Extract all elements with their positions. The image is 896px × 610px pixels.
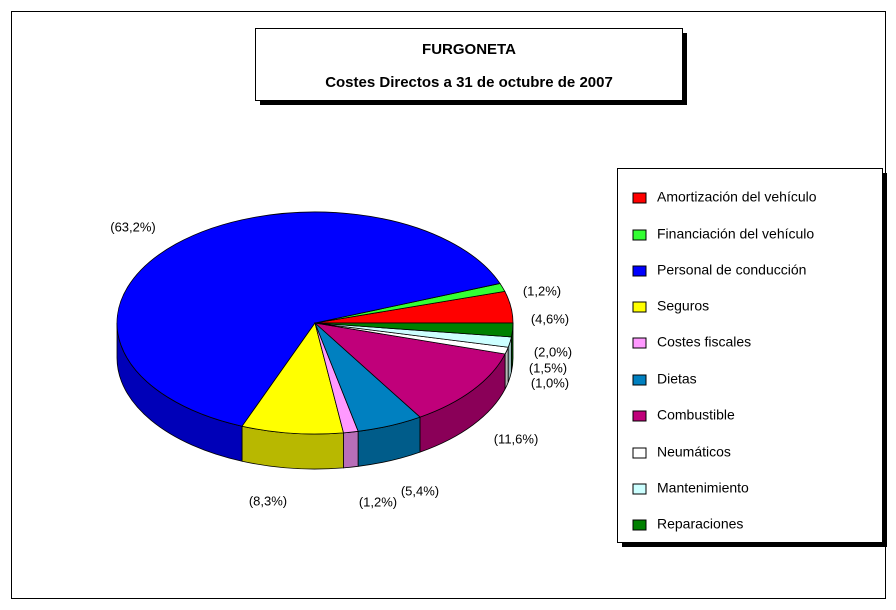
legend-swatch bbox=[632, 410, 647, 422]
data-label: (2,0%) bbox=[534, 344, 572, 359]
legend-label: Amortización del vehículo bbox=[657, 189, 817, 205]
legend-swatch bbox=[632, 192, 647, 204]
legend-label: Costes fiscales bbox=[657, 334, 751, 350]
slice-side bbox=[343, 430, 359, 469]
slice bbox=[241, 322, 345, 435]
slice bbox=[116, 211, 501, 427]
legend-label: Mantenimiento bbox=[657, 480, 749, 496]
legend-swatch bbox=[632, 301, 647, 313]
legend-label: Neumáticos bbox=[657, 444, 731, 460]
legend-box bbox=[617, 168, 883, 543]
legend-swatch bbox=[632, 337, 647, 349]
chart-title: FURGONETA bbox=[422, 41, 516, 58]
legend-swatch bbox=[632, 374, 647, 386]
slice bbox=[314, 322, 514, 338]
data-label: (11,6%) bbox=[494, 431, 539, 446]
data-label: (63,2%) bbox=[110, 219, 156, 234]
legend-swatch bbox=[632, 483, 647, 495]
data-label: (5,4%) bbox=[401, 483, 439, 498]
legend-swatch bbox=[632, 265, 647, 277]
legend-label: Combustible bbox=[657, 407, 735, 423]
legend-label: Seguros bbox=[657, 298, 709, 314]
data-label: (1,2%) bbox=[359, 494, 397, 509]
legend-swatch bbox=[632, 519, 647, 531]
data-label: (1,5%) bbox=[529, 360, 567, 375]
chart-subtitle: Costes Directos a 31 de octubre de 2007 bbox=[325, 74, 613, 91]
legend-label: Personal de conducción bbox=[657, 262, 806, 278]
title-box bbox=[255, 28, 683, 101]
legend-label: Dietas bbox=[657, 371, 697, 387]
legend-swatch bbox=[632, 229, 647, 241]
data-label: (8,3%) bbox=[249, 493, 287, 508]
data-label: (1,2%) bbox=[523, 283, 561, 298]
legend-label: Financiación del vehículo bbox=[657, 226, 814, 242]
data-label: (1,0%) bbox=[531, 375, 569, 390]
legend-swatch bbox=[632, 447, 647, 459]
data-label: (4,6%) bbox=[531, 311, 569, 326]
legend-label: Reparaciones bbox=[657, 516, 743, 532]
